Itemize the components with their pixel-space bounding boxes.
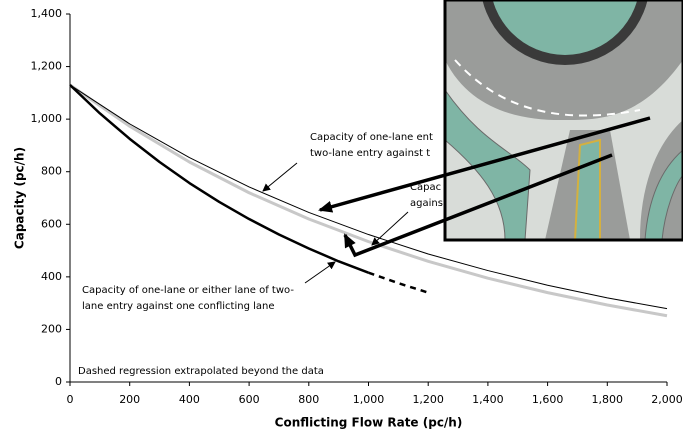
x-tick-label: 200 [119,393,140,406]
y-axis-title: Capacity (pc/h) [13,147,27,249]
x-tick-label: 1,800 [592,393,624,406]
x-tick-label: 1,000 [353,393,385,406]
y-tick-label: 1,000 [31,112,63,125]
annotation: Dashed regression extrapolated beyond th… [78,366,324,377]
annotation: agains [410,198,443,209]
annotation: Capacity of one-lane ent [310,132,433,143]
y-tick-label: 0 [55,375,62,388]
series-line [69,84,668,310]
y-tick-label: 800 [41,165,62,178]
series-line [69,83,668,318]
pointer [304,261,336,284]
y-tick-label: 400 [41,270,62,283]
callout-arrow [343,153,613,258]
pointer [371,211,409,246]
annotations: Capacity of one-lane ent two-lane entry … [78,132,443,377]
x-tick-label: 600 [239,393,260,406]
annotation: two-lane entry against t [310,148,430,159]
series-line [69,84,369,274]
x-tick-label: 1,200 [412,393,444,406]
y-tick-label: 1,400 [31,7,63,20]
curb [644,149,683,240]
x-tick-label: 1,400 [472,393,504,406]
pointer [262,162,298,192]
central-island [492,0,638,55]
road [445,0,683,240]
annotation: Capac [410,182,441,193]
y-tick-label: 600 [41,217,62,230]
x-tick-label: 2,000 [651,393,683,406]
x-axis-title: Conflicting Flow Rate (pc/h) [275,416,463,430]
plot-area: 0 200 400 600 800 1,000 1,200 1,400 0 200 400 600 80… [13,7,683,430]
splitter-island [573,138,601,240]
annotation: Capacity of one-lane or either lane of t… [82,285,294,296]
x-tick-label: 800 [298,393,319,406]
annotation: lane entry against one conflicting lane [82,301,275,312]
callout-arrow [318,116,651,213]
x-tick-label: 0 [67,393,74,406]
series-line [368,271,429,294]
lane-line [454,59,641,117]
x-tick-label: 1,600 [532,393,564,406]
y-tick-label: 200 [41,322,62,335]
inset-frame [443,0,683,242]
x-tick-label: 400 [179,393,200,406]
y-tick-label: 1,200 [31,60,63,73]
